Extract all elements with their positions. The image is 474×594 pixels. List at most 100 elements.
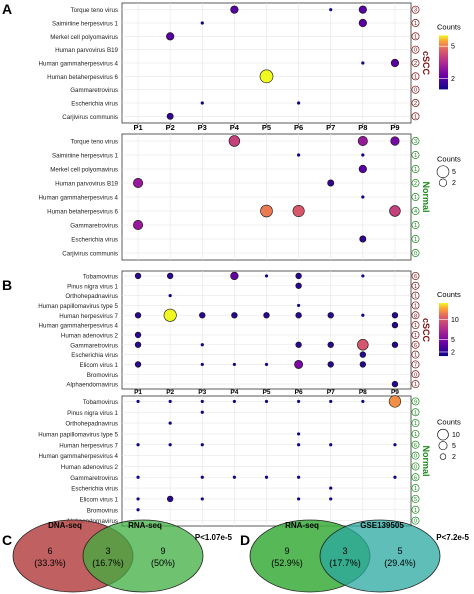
data-point	[200, 497, 204, 501]
x-tick-label: P6	[295, 389, 303, 396]
legend-size-key	[438, 441, 448, 451]
row-label: Gammaretrovirus	[70, 342, 118, 349]
panel-letter: D	[240, 532, 250, 548]
data-point	[228, 135, 241, 147]
count-badge-label: 1	[414, 195, 417, 201]
count-badge-label: 1	[414, 382, 417, 388]
row-label: Human herpesvirus 7	[59, 442, 118, 449]
legend: Counts 5 2	[436, 155, 461, 187]
data-point	[168, 443, 172, 447]
row-label: Saimiriine herpesvirus 1	[52, 153, 119, 160]
legend-title: Counts	[437, 418, 461, 427]
data-point	[264, 399, 269, 404]
row-label: Human papillomavirus type 5	[38, 303, 118, 310]
data-point	[166, 32, 175, 41]
panel-b: B Tobamovirus 6 Pinus nigra virus 1 1 Orthohe…	[2, 270, 461, 527]
count-badge-label: 1	[414, 153, 417, 159]
data-point	[264, 475, 269, 479]
row-label: Human betaherpesvirus 6	[47, 74, 118, 81]
subplot-cscc: Tobamovirus 6 Pinus nigra virus 1 1 Orthohep…	[38, 270, 461, 396]
venn-mid-pct: (16.7%)	[92, 558, 124, 568]
data-point	[297, 432, 301, 436]
data-point	[361, 195, 365, 199]
count-badge	[411, 301, 420, 310]
venn-left-pct: (33.3%)	[34, 558, 66, 568]
count-badge-label: 1	[414, 508, 417, 514]
venn-pvalue: P<1.07e-5	[195, 533, 233, 542]
venn-left-count: 9	[284, 546, 289, 556]
legend-size-key	[439, 453, 447, 460]
count-badge-label: 0	[414, 88, 417, 94]
data-point	[297, 475, 301, 479]
count-badge-label: 1	[414, 114, 417, 120]
data-point	[358, 164, 367, 174]
count-badge	[411, 249, 420, 257]
data-point	[259, 69, 274, 84]
subplot-normal: Tobamovirus 9 Pinus nigra virus 1 1 Orthohep…	[38, 395, 461, 527]
data-point	[295, 282, 302, 289]
data-point	[136, 443, 140, 447]
x-tick-label: P1	[133, 123, 142, 132]
data-point	[168, 399, 172, 404]
count-badge-label: 6	[414, 443, 417, 449]
data-point	[232, 362, 236, 367]
count-badge	[411, 408, 420, 417]
count-badge	[411, 85, 420, 94]
data-point	[136, 508, 140, 512]
venn-mid-count: 3	[105, 546, 110, 556]
count-badge-label: 1	[414, 284, 417, 290]
count-badge	[411, 72, 420, 81]
row-label: Human adenovirus 2	[61, 332, 119, 339]
legend-title: Counts	[437, 22, 461, 31]
row-label: Merkel cell polyomavirus	[50, 167, 118, 174]
count-badge	[411, 221, 420, 229]
data-point	[200, 443, 204, 447]
x-tick-label: P1	[134, 389, 142, 396]
count-badge-label: 1	[414, 237, 417, 243]
row-label: Gammaretrovirus	[70, 87, 118, 94]
data-point	[200, 475, 204, 479]
data-point	[200, 21, 204, 25]
count-badge-label: 5	[414, 497, 417, 503]
count-badge-label: 1	[414, 486, 417, 492]
count-badge	[411, 505, 420, 514]
row-label: Carjivirus communis	[62, 251, 118, 258]
data-point	[230, 5, 239, 14]
count-badge	[411, 340, 420, 349]
data-point	[361, 399, 365, 404]
venn-right-label: GSE139505	[360, 521, 404, 530]
row-label: Human betaherpesvirus 6	[47, 209, 118, 216]
data-point	[264, 362, 269, 367]
row-label: Pinus nigra virus 1	[67, 410, 118, 417]
legend-size-key	[437, 428, 449, 441]
count-badge-label: 9	[414, 399, 417, 405]
row-label: Escherichia virus	[71, 101, 118, 108]
x-tick-label: P9	[390, 123, 399, 132]
data-point	[136, 475, 140, 479]
count-badge-label: 0	[414, 454, 417, 460]
subplot-cscc: Torque teno virus 3 Saimiriine herpesvirus…	[39, 2, 461, 132]
venn-left-pct: (52.9%)	[271, 558, 303, 568]
venn-left-label: DNA-seq	[48, 521, 82, 530]
data-point	[329, 443, 333, 447]
data-point	[390, 58, 400, 68]
data-point	[327, 341, 334, 348]
panel-letter: A	[2, 1, 12, 17]
count-badge-label: 1	[414, 410, 417, 416]
count-badge-label: 6	[414, 343, 417, 349]
data-point	[359, 351, 367, 358]
data-point	[388, 395, 402, 408]
count-badge-label: 1	[414, 167, 417, 173]
x-tick-label: P6	[294, 123, 303, 132]
count-badge	[411, 291, 420, 300]
count-badge	[411, 45, 420, 54]
legend-size-label: 2	[452, 180, 456, 187]
count-badge	[411, 429, 420, 438]
venn-mid-count: 3	[342, 546, 347, 556]
count-badge	[411, 494, 420, 503]
data-point	[297, 497, 301, 501]
count-badge	[411, 5, 420, 14]
data-point	[168, 293, 172, 298]
count-badge	[411, 207, 420, 215]
count-badge-label: 0	[414, 372, 417, 378]
